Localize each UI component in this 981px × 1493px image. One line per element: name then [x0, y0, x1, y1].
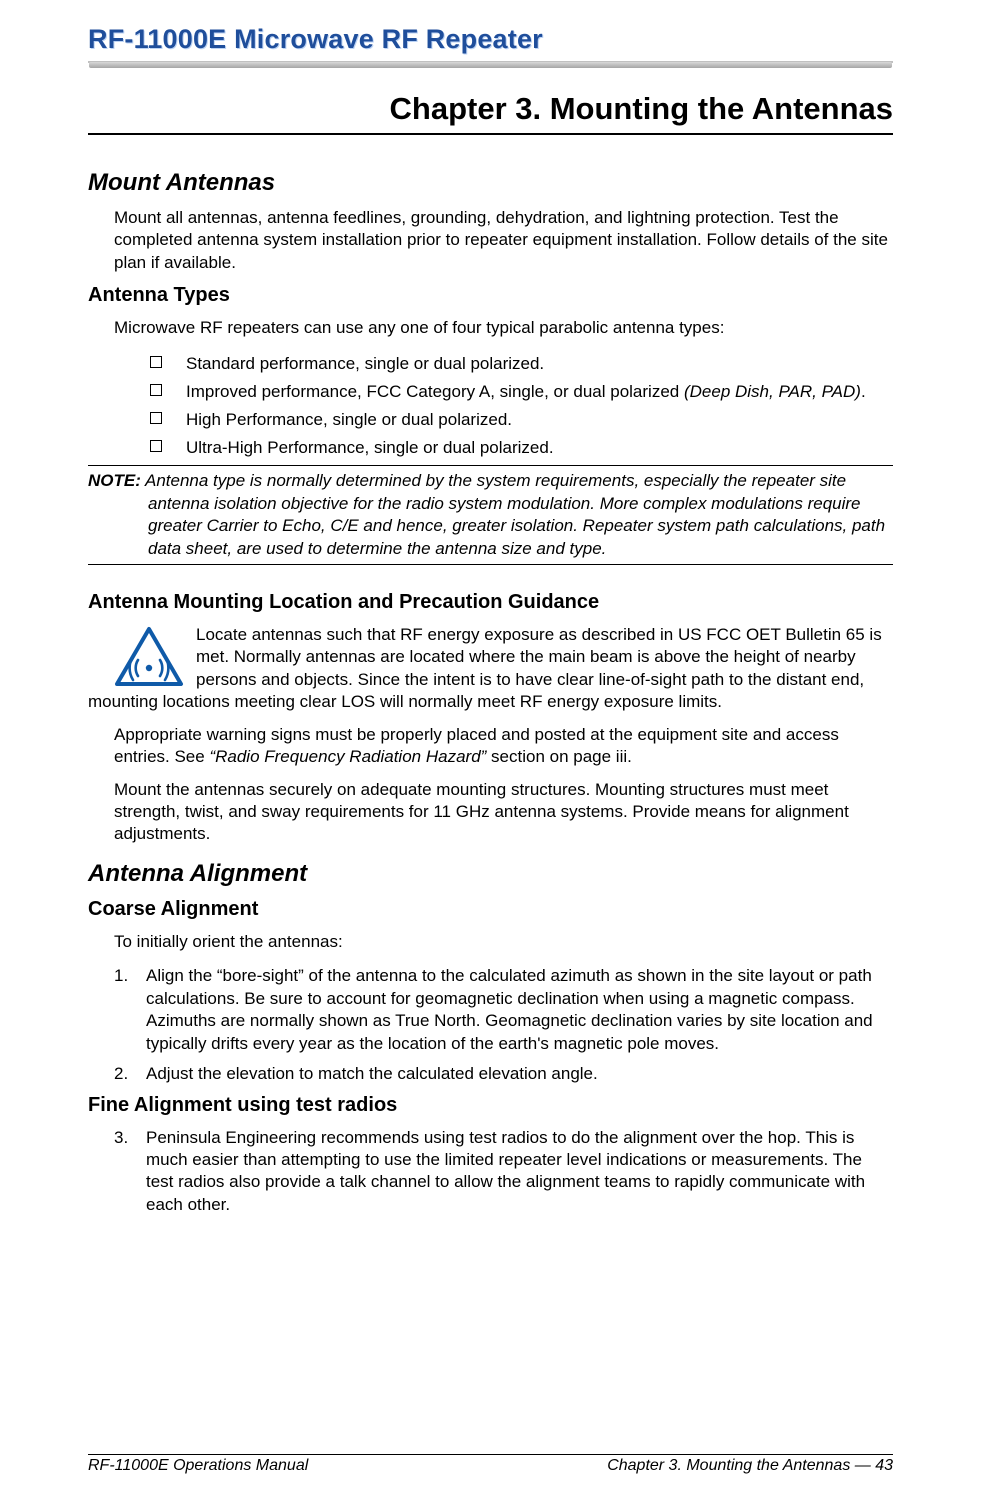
step-text: Peninsula Engineering recommends using t… — [146, 1127, 893, 1217]
checkbox-icon — [150, 440, 162, 452]
chapter-title-rule — [88, 133, 893, 135]
step-number: 2. — [114, 1063, 146, 1085]
footer-left: RF-11000E Operations Manual — [88, 1457, 308, 1475]
product-title: RF-11000E Microwave RF Repeater — [88, 24, 893, 55]
note-text: NOTE: Antenna type is normally determine… — [148, 470, 893, 560]
text-run-italic: (Deep Dish, PAR, PAD) — [684, 382, 861, 401]
para-location-1: Locate antennas such that RF energy expo… — [88, 624, 893, 714]
text-run-italic: “Radio Frequency Radiation Hazard” — [209, 747, 486, 766]
list-item: Standard performance, single or dual pol… — [150, 352, 893, 375]
list-item: 1. Align the “bore-sight” of the antenna… — [114, 965, 893, 1055]
text-run: section on page iii. — [486, 747, 632, 766]
list-item-text: High Performance, single or dual polariz… — [186, 408, 512, 431]
step-text: Adjust the elevation to match the calcul… — [146, 1063, 598, 1085]
heading-fine-alignment: Fine Alignment using test radios — [88, 1094, 893, 1117]
list-item: Improved performance, FCC Category A, si… — [150, 380, 893, 403]
list-item: 2. Adjust the elevation to match the cal… — [114, 1063, 893, 1085]
para-coarse-intro: To initially orient the antennas: — [114, 931, 893, 953]
checkbox-icon — [150, 412, 162, 424]
heading-antenna-location: Antenna Mounting Location and Precaution… — [88, 591, 893, 614]
note-body: Antenna type is normally determined by t… — [141, 471, 885, 557]
list-item-text: Improved performance, FCC Category A, si… — [186, 380, 866, 403]
para-antenna-types-intro: Microwave RF repeaters can use any one o… — [114, 317, 893, 339]
header-rule — [88, 61, 893, 63]
para-location-3: Mount the antennas securely on adequate … — [114, 779, 893, 846]
list-item-text: Standard performance, single or dual pol… — [186, 352, 544, 375]
text-run: . — [861, 382, 866, 401]
checkbox-icon — [150, 384, 162, 396]
step-text: Align the “bore-sight” of the antenna to… — [146, 965, 893, 1055]
list-item: 3. Peninsula Engineering recommends usin… — [114, 1127, 893, 1217]
coarse-steps-list: 1. Align the “bore-sight” of the antenna… — [114, 965, 893, 1085]
note-label: NOTE: — [88, 471, 141, 490]
heading-antenna-types: Antenna Types — [88, 284, 893, 307]
step-number: 3. — [114, 1127, 146, 1217]
text-run: Improved performance, FCC Category A, si… — [186, 382, 684, 401]
list-item: Ultra-High Performance, single or dual p… — [150, 436, 893, 459]
heading-coarse-alignment: Coarse Alignment — [88, 898, 893, 921]
para-location-2: Appropriate warning signs must be proper… — [114, 724, 893, 769]
page-footer: RF-11000E Operations Manual Chapter 3. M… — [88, 1457, 893, 1475]
para-mount-antennas: Mount all antennas, antenna feedlines, g… — [114, 207, 893, 274]
page-header: RF-11000E Microwave RF Repeater — [88, 24, 893, 91]
heading-antenna-alignment: Antenna Alignment — [88, 860, 893, 888]
step-number: 1. — [114, 965, 146, 1055]
checkbox-icon — [150, 356, 162, 368]
antenna-types-list: Standard performance, single or dual pol… — [150, 352, 893, 459]
chapter-title: Chapter 3. Mounting the Antennas — [88, 91, 893, 127]
heading-mount-antennas: Mount Antennas — [88, 169, 893, 197]
rf-hazard-icon — [114, 626, 184, 688]
footer-rule — [88, 1454, 893, 1455]
footer-right: Chapter 3. Mounting the Antennas — 43 — [607, 1457, 893, 1475]
fine-steps-list: 3. Peninsula Engineering recommends usin… — [114, 1127, 893, 1217]
list-item-text: Ultra-High Performance, single or dual p… — [186, 436, 554, 459]
list-item: High Performance, single or dual polariz… — [150, 408, 893, 431]
note-block: NOTE: Antenna type is normally determine… — [88, 465, 893, 565]
